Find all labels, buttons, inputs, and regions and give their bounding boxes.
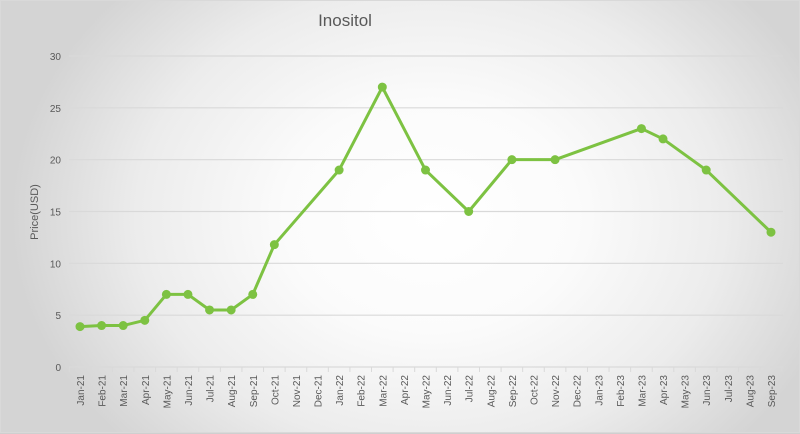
x-tick-label: Apr-22	[400, 375, 411, 405]
x-tick-label: Dec-21	[314, 375, 325, 408]
data-point-marker	[507, 155, 517, 165]
x-tick-label: Jul-22	[465, 375, 476, 403]
data-point-marker	[464, 207, 474, 216]
chart-title: Inositol	[318, 11, 372, 30]
x-tick-label: Jun-23	[702, 375, 713, 406]
data-point-marker	[226, 305, 236, 315]
x-tick-label: Apr-21	[141, 375, 152, 405]
y-tick-label: 5	[55, 311, 61, 322]
x-tick-label: Aug-22	[486, 375, 497, 408]
x-tick-label: Oct-22	[529, 375, 540, 405]
x-tick-label: Jun-22	[443, 375, 454, 406]
x-tick-label: Jul-21	[206, 375, 217, 403]
data-point-marker	[550, 155, 560, 165]
x-tick-label: Nov-21	[292, 375, 303, 408]
data-point-marker	[161, 289, 171, 299]
x-tick-label: Feb-21	[98, 375, 109, 407]
x-tick-label: Feb-23	[616, 375, 627, 407]
x-tick-label: Mar-22	[378, 375, 389, 407]
data-point-marker	[377, 82, 387, 92]
x-tick-label: Aug-21	[227, 375, 238, 408]
data-point-marker	[636, 124, 646, 134]
x-tick-label: Mar-21	[119, 375, 130, 407]
y-tick-label: 20	[50, 156, 62, 167]
x-tick-label: Jul-23	[724, 375, 735, 403]
data-point-marker	[334, 165, 344, 175]
y-tick-label: 10	[50, 259, 62, 270]
x-tick-label: Jan-21	[76, 375, 87, 406]
x-tick-label: Jan-22	[335, 375, 346, 406]
data-point-marker	[140, 315, 150, 325]
y-tick-label: 15	[50, 208, 62, 219]
x-tick-label: Nov-22	[551, 375, 562, 408]
data-point-marker	[658, 134, 668, 144]
x-tick-label: Oct-21	[270, 375, 281, 405]
x-tick-label: Mar-23	[637, 375, 648, 407]
data-point-marker	[97, 321, 107, 331]
data-point-marker	[183, 289, 193, 299]
y-tick-label: 0	[55, 363, 61, 374]
data-point-marker	[118, 321, 128, 331]
data-point-marker	[205, 305, 215, 315]
x-tick-label: Feb-22	[357, 375, 368, 407]
x-tick-label: May-21	[162, 375, 173, 409]
x-tick-label: Jun-21	[184, 375, 195, 406]
x-tick-label: Jan-23	[594, 375, 605, 406]
series-line	[79, 85, 773, 329]
y-tick-label: 30	[50, 52, 62, 63]
x-tick-label: Sep-22	[508, 375, 519, 408]
data-point-marker	[269, 240, 279, 250]
data-point-marker	[75, 322, 85, 332]
data-point-marker	[248, 289, 258, 299]
y-tick-label: 25	[50, 104, 62, 115]
x-tick-label: Aug-23	[745, 375, 756, 408]
x-tick-label: May-22	[422, 375, 433, 409]
data-point-marker	[766, 227, 776, 237]
x-tick-label: Sep-23	[767, 375, 778, 408]
x-tick-label: Dec-22	[573, 375, 584, 408]
data-point-marker	[421, 165, 430, 175]
x-tick-label: Sep-21	[249, 375, 260, 408]
x-tick-label: May-23	[681, 375, 692, 409]
x-tick-label: Apr-23	[659, 375, 670, 405]
data-point-marker	[701, 165, 711, 175]
